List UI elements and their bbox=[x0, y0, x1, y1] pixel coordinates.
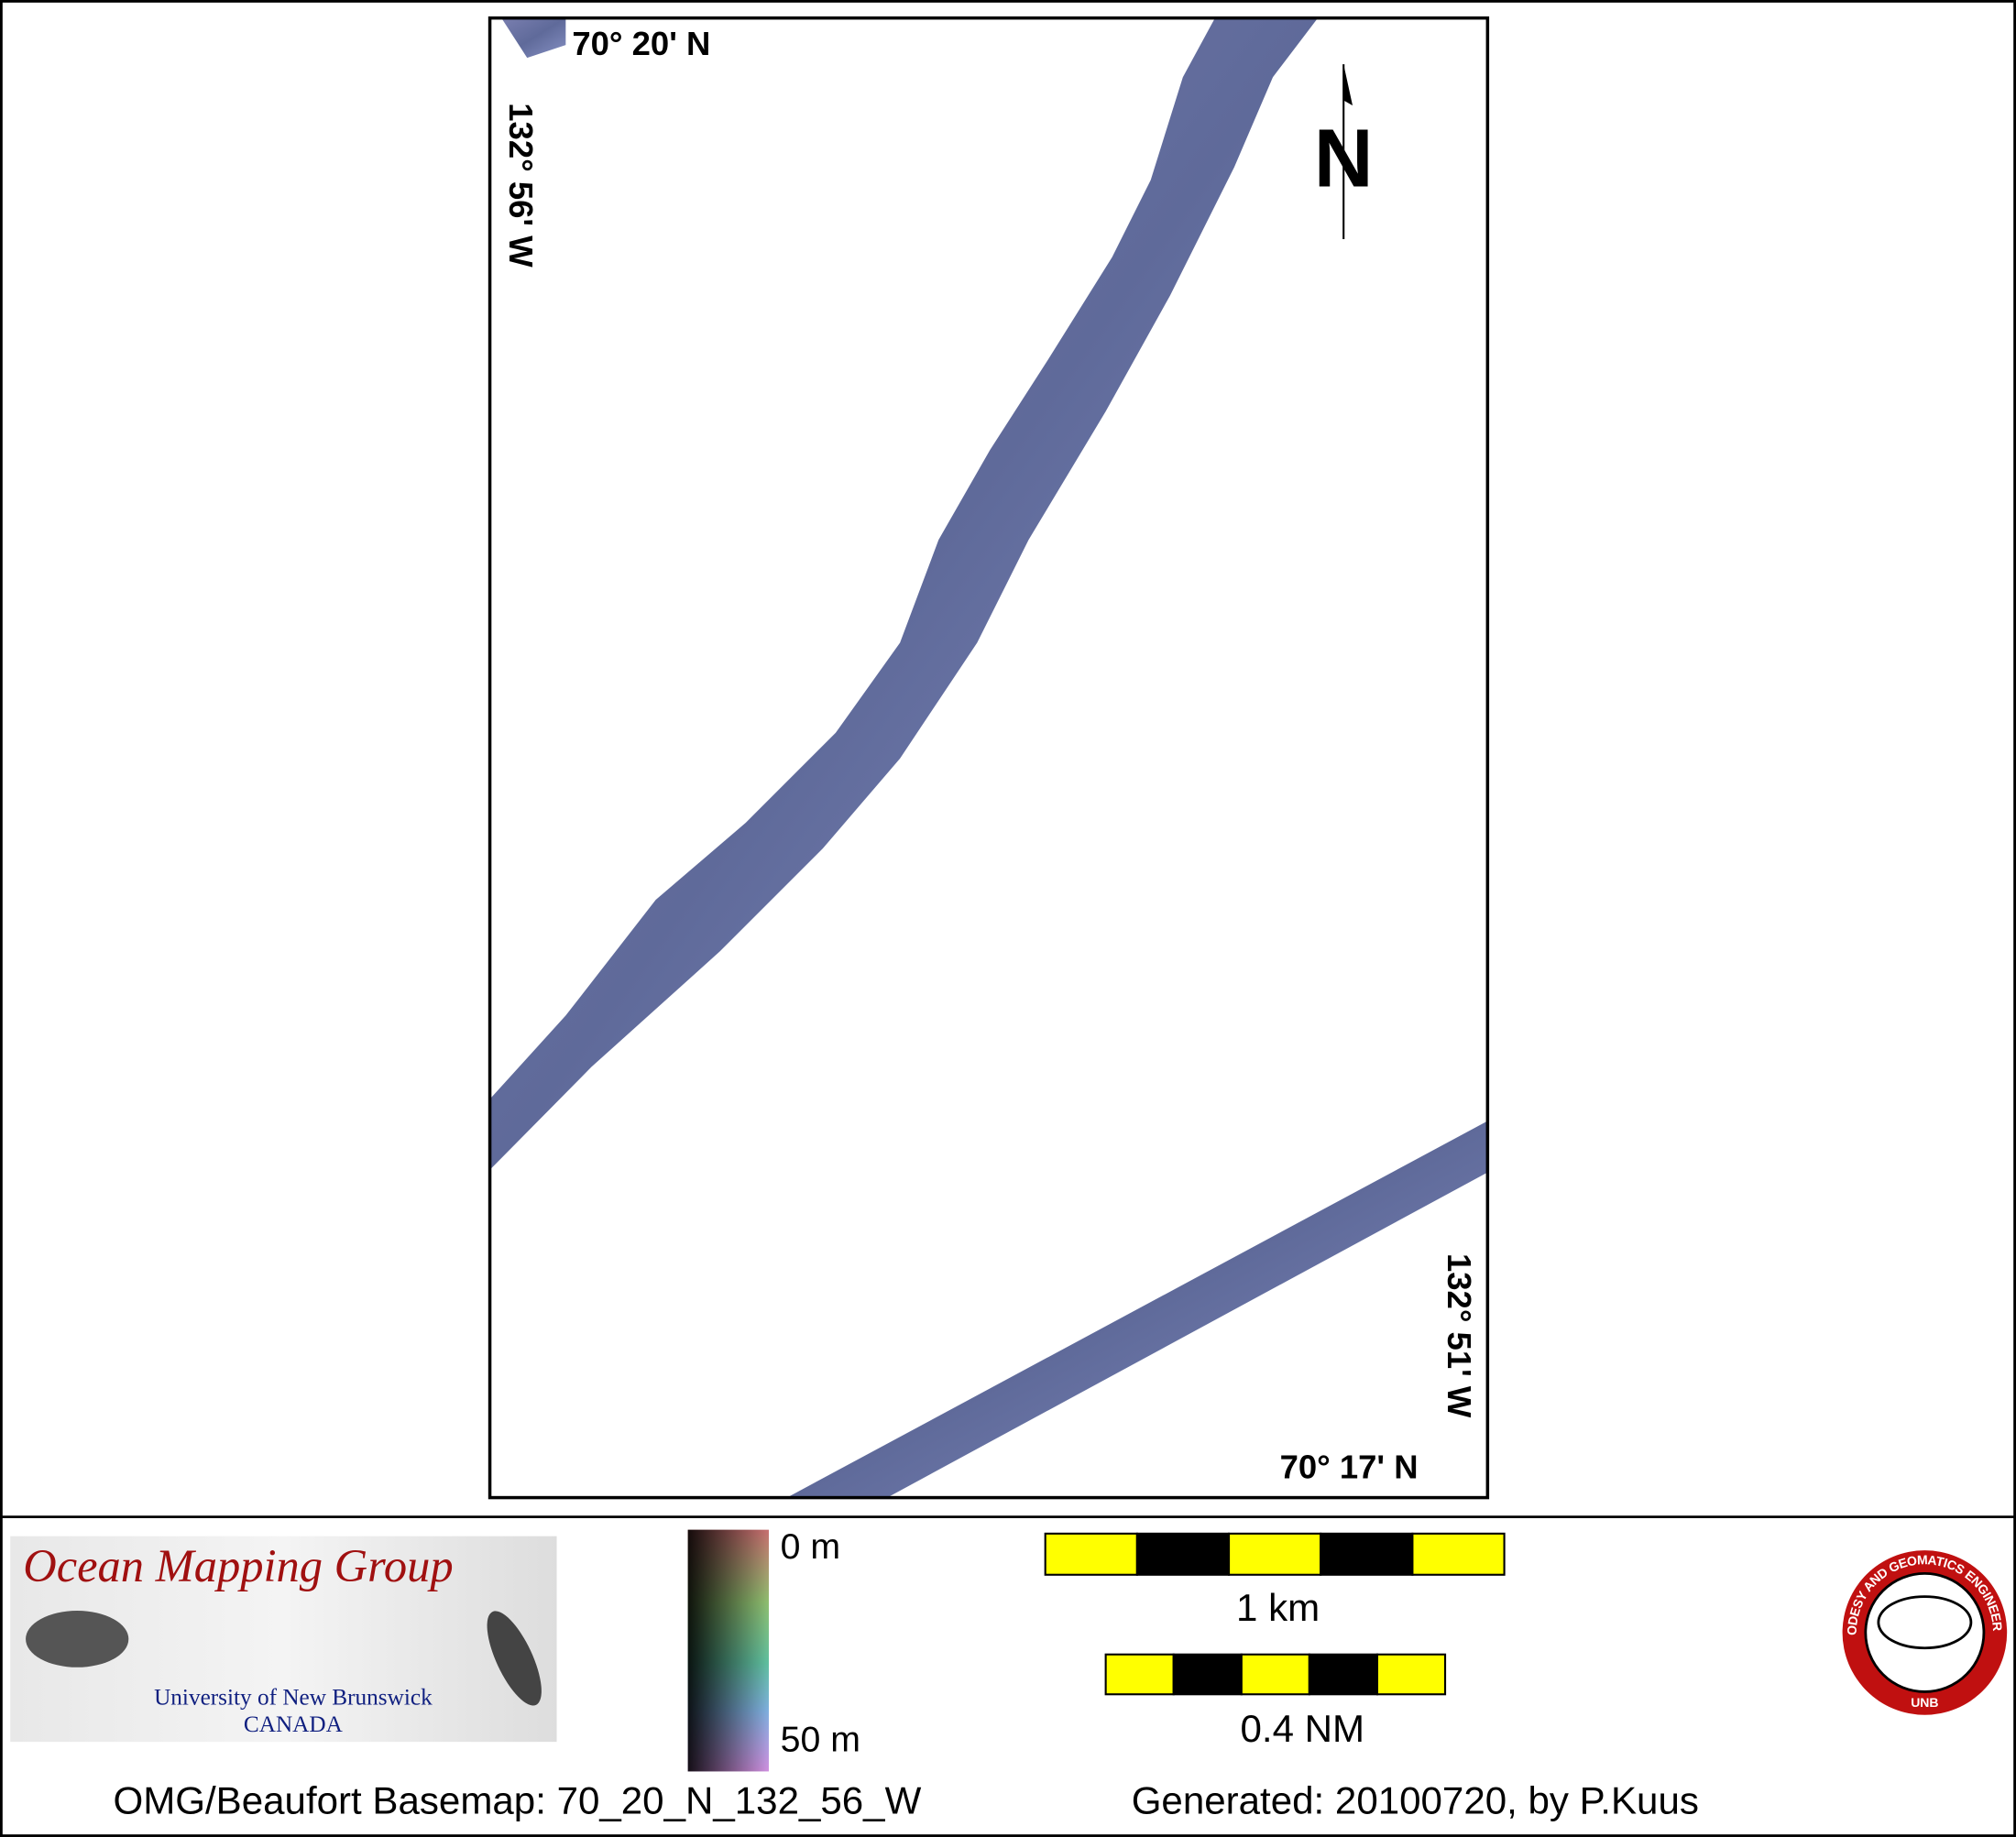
map-border bbox=[488, 16, 1490, 1500]
colorbar-shade bbox=[687, 1529, 770, 1772]
scale-segment bbox=[1172, 1653, 1243, 1696]
scale-segment bbox=[1411, 1532, 1506, 1576]
scale-label: 1 km bbox=[1236, 1586, 1320, 1629]
scale-segment bbox=[1240, 1653, 1310, 1696]
scale-segment bbox=[1044, 1532, 1138, 1576]
scale-segment bbox=[1308, 1653, 1379, 1696]
logo-globe bbox=[1877, 1595, 1973, 1650]
lat-label: 70° 20' N bbox=[572, 25, 710, 62]
scale-segment bbox=[1135, 1532, 1231, 1576]
caption: OMG/Beaufort Basemap: 70_20_N_132_56_W bbox=[113, 1779, 921, 1822]
north-label: N bbox=[1314, 113, 1374, 204]
scale-segment bbox=[1104, 1653, 1175, 1696]
logo-icon bbox=[487, 1611, 542, 1706]
north-arrowhead bbox=[1343, 64, 1353, 106]
logo-text: CANADA bbox=[244, 1711, 344, 1737]
survey-swath bbox=[501, 17, 566, 59]
logo-title: Ocean Mapping Group bbox=[23, 1540, 453, 1591]
logo-icon bbox=[26, 1611, 129, 1668]
scale-segment bbox=[1375, 1653, 1447, 1696]
colorbar-label: 50 m bbox=[781, 1720, 860, 1760]
survey-swath bbox=[489, 17, 1319, 1170]
lon-label: 132° 56' W bbox=[502, 103, 540, 268]
lat-label: 70° 17' N bbox=[1280, 1448, 1419, 1485]
lon-label: 132° 51' W bbox=[1441, 1253, 1478, 1418]
caption: Generated: 20100720, by P.Kuus bbox=[1132, 1779, 1699, 1822]
depth-colorbar: 0 m 50 m bbox=[687, 1526, 860, 1772]
scale-segment bbox=[1227, 1532, 1322, 1576]
scale-segment bbox=[1320, 1532, 1414, 1576]
colorbar-label: 0 m bbox=[781, 1526, 840, 1567]
logo: Ocean Mapping Group University of New Br… bbox=[10, 1536, 557, 1743]
logo-center-text: UNB bbox=[1911, 1695, 1938, 1710]
scale-bars: 1 km 0.4 NM bbox=[1044, 1532, 1506, 1750]
logo-text: University of New Brunswick bbox=[154, 1685, 433, 1711]
scale-label: 0.4 NM bbox=[1240, 1707, 1364, 1750]
